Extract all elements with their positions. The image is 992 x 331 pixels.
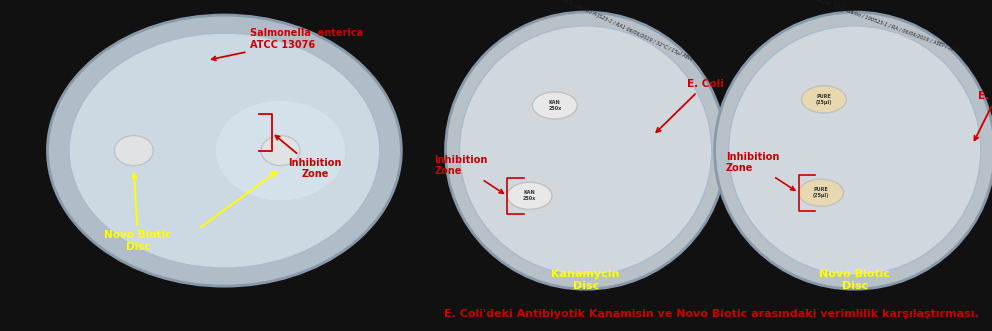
Text: Escherichia coli: 10 2, ul6/oo / A-JS23-1 / RA1 06/06/2019 / 32°C / 15µl ABis: Escherichia coli: 10 2, ul6/oo / A-JS23-… xyxy=(524,0,692,62)
Text: Novo Biotic
Disc: Novo Biotic Disc xyxy=(819,269,890,291)
Text: KAN
250x: KAN 250x xyxy=(523,190,537,201)
Text: E. Coli: E. Coli xyxy=(657,79,723,132)
Ellipse shape xyxy=(799,179,843,206)
Text: Novo Biotic
Disc: Novo Biotic Disc xyxy=(104,174,172,252)
Ellipse shape xyxy=(445,12,726,289)
Text: KAN
250x: KAN 250x xyxy=(549,100,561,111)
Text: Salmonella  enterica
ATCC 13076: Salmonella enterica ATCC 13076 xyxy=(212,28,363,60)
Text: PURE
(25µl): PURE (25µl) xyxy=(815,94,832,105)
Ellipse shape xyxy=(728,26,981,275)
Ellipse shape xyxy=(507,182,552,209)
Ellipse shape xyxy=(114,136,153,166)
Ellipse shape xyxy=(533,92,577,119)
Ellipse shape xyxy=(261,136,300,166)
Text: E. Coli'deki Antibiyotik Kanamisin ve Novo Biotic arasındaki verimlilik karşılaş: E. Coli'deki Antibiyotik Kanamisin ve No… xyxy=(444,309,979,319)
Text: Inhibition
Zone: Inhibition Zone xyxy=(726,152,795,190)
Ellipse shape xyxy=(48,15,402,286)
Text: Inhibition
Zone: Inhibition Zone xyxy=(434,155,503,193)
Ellipse shape xyxy=(714,12,992,289)
Ellipse shape xyxy=(215,101,345,200)
Text: PURE
(25µl): PURE (25µl) xyxy=(812,187,829,198)
Ellipse shape xyxy=(459,26,711,275)
Ellipse shape xyxy=(69,33,380,268)
Ellipse shape xyxy=(802,86,846,113)
Text: Kanamycin
Disc: Kanamycin Disc xyxy=(552,269,620,291)
Text: Inhibition
Zone: Inhibition Zone xyxy=(276,136,341,179)
Text: E. Coli: E. Coli xyxy=(974,91,992,140)
Text: Escherichia coli: 10 2/ ul6/oo / 190523-1 / RA / 06/06/2019 / ABEI / 32°C: Escherichia coli: 10 2/ ul6/oo / 190523-… xyxy=(794,0,960,53)
